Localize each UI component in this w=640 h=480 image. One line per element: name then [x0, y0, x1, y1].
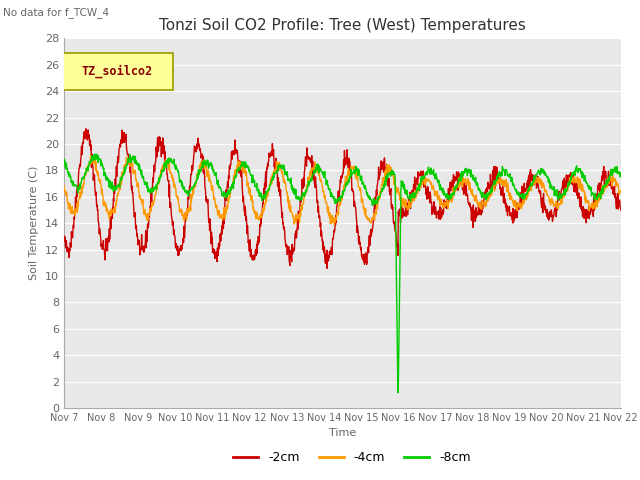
FancyBboxPatch shape — [61, 53, 173, 90]
Y-axis label: Soil Temperature (C): Soil Temperature (C) — [29, 166, 39, 280]
Text: No data for f_TCW_4: No data for f_TCW_4 — [3, 7, 109, 18]
X-axis label: Time: Time — [329, 429, 356, 438]
Text: TZ_soilco2: TZ_soilco2 — [81, 65, 152, 78]
Legend: -2cm, -4cm, -8cm: -2cm, -4cm, -8cm — [228, 446, 476, 469]
Title: Tonzi Soil CO2 Profile: Tree (West) Temperatures: Tonzi Soil CO2 Profile: Tree (West) Temp… — [159, 18, 526, 33]
